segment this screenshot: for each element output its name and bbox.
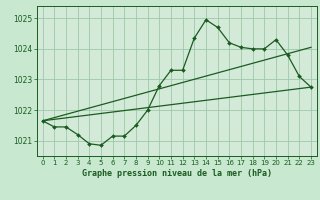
- X-axis label: Graphe pression niveau de la mer (hPa): Graphe pression niveau de la mer (hPa): [82, 169, 272, 178]
